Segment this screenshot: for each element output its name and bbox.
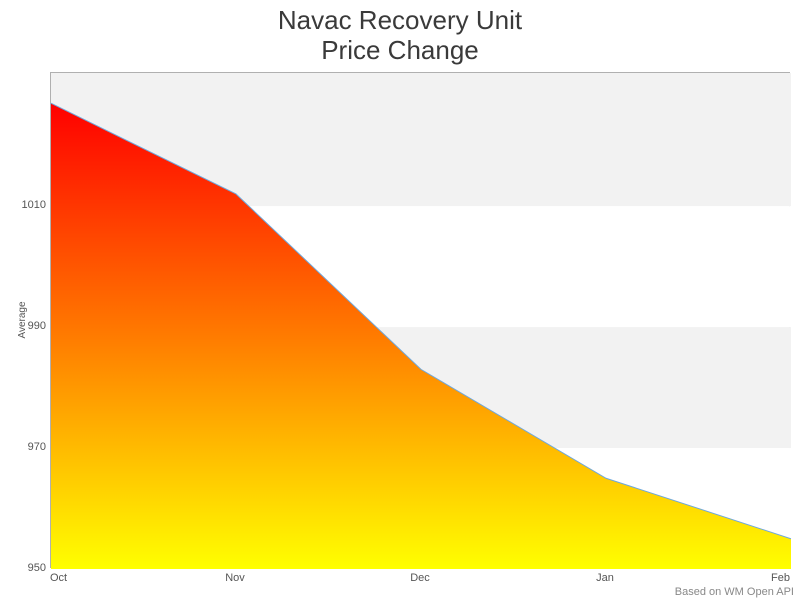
y-tick-label: 970 xyxy=(6,441,46,453)
x-tick-label: Feb xyxy=(771,572,790,584)
x-tick-label: Dec xyxy=(410,572,430,584)
plot-area xyxy=(50,72,790,568)
chart-footer: Based on WM Open API xyxy=(675,586,794,598)
chart-container: Average 9509709901010 OctNovDecJanFeb xyxy=(50,72,790,568)
x-tick-label: Nov xyxy=(225,572,245,584)
x-tick-label: Oct xyxy=(50,572,67,584)
area-chart-svg xyxy=(51,73,791,569)
chart-title-line2: Price Change xyxy=(0,36,800,66)
chart-title-line1: Navac Recovery Unit xyxy=(0,6,800,36)
y-tick-label: 1010 xyxy=(6,199,46,211)
y-tick-label: 950 xyxy=(6,562,46,574)
y-tick-label: 990 xyxy=(6,320,46,332)
x-tick-label: Jan xyxy=(596,572,614,584)
